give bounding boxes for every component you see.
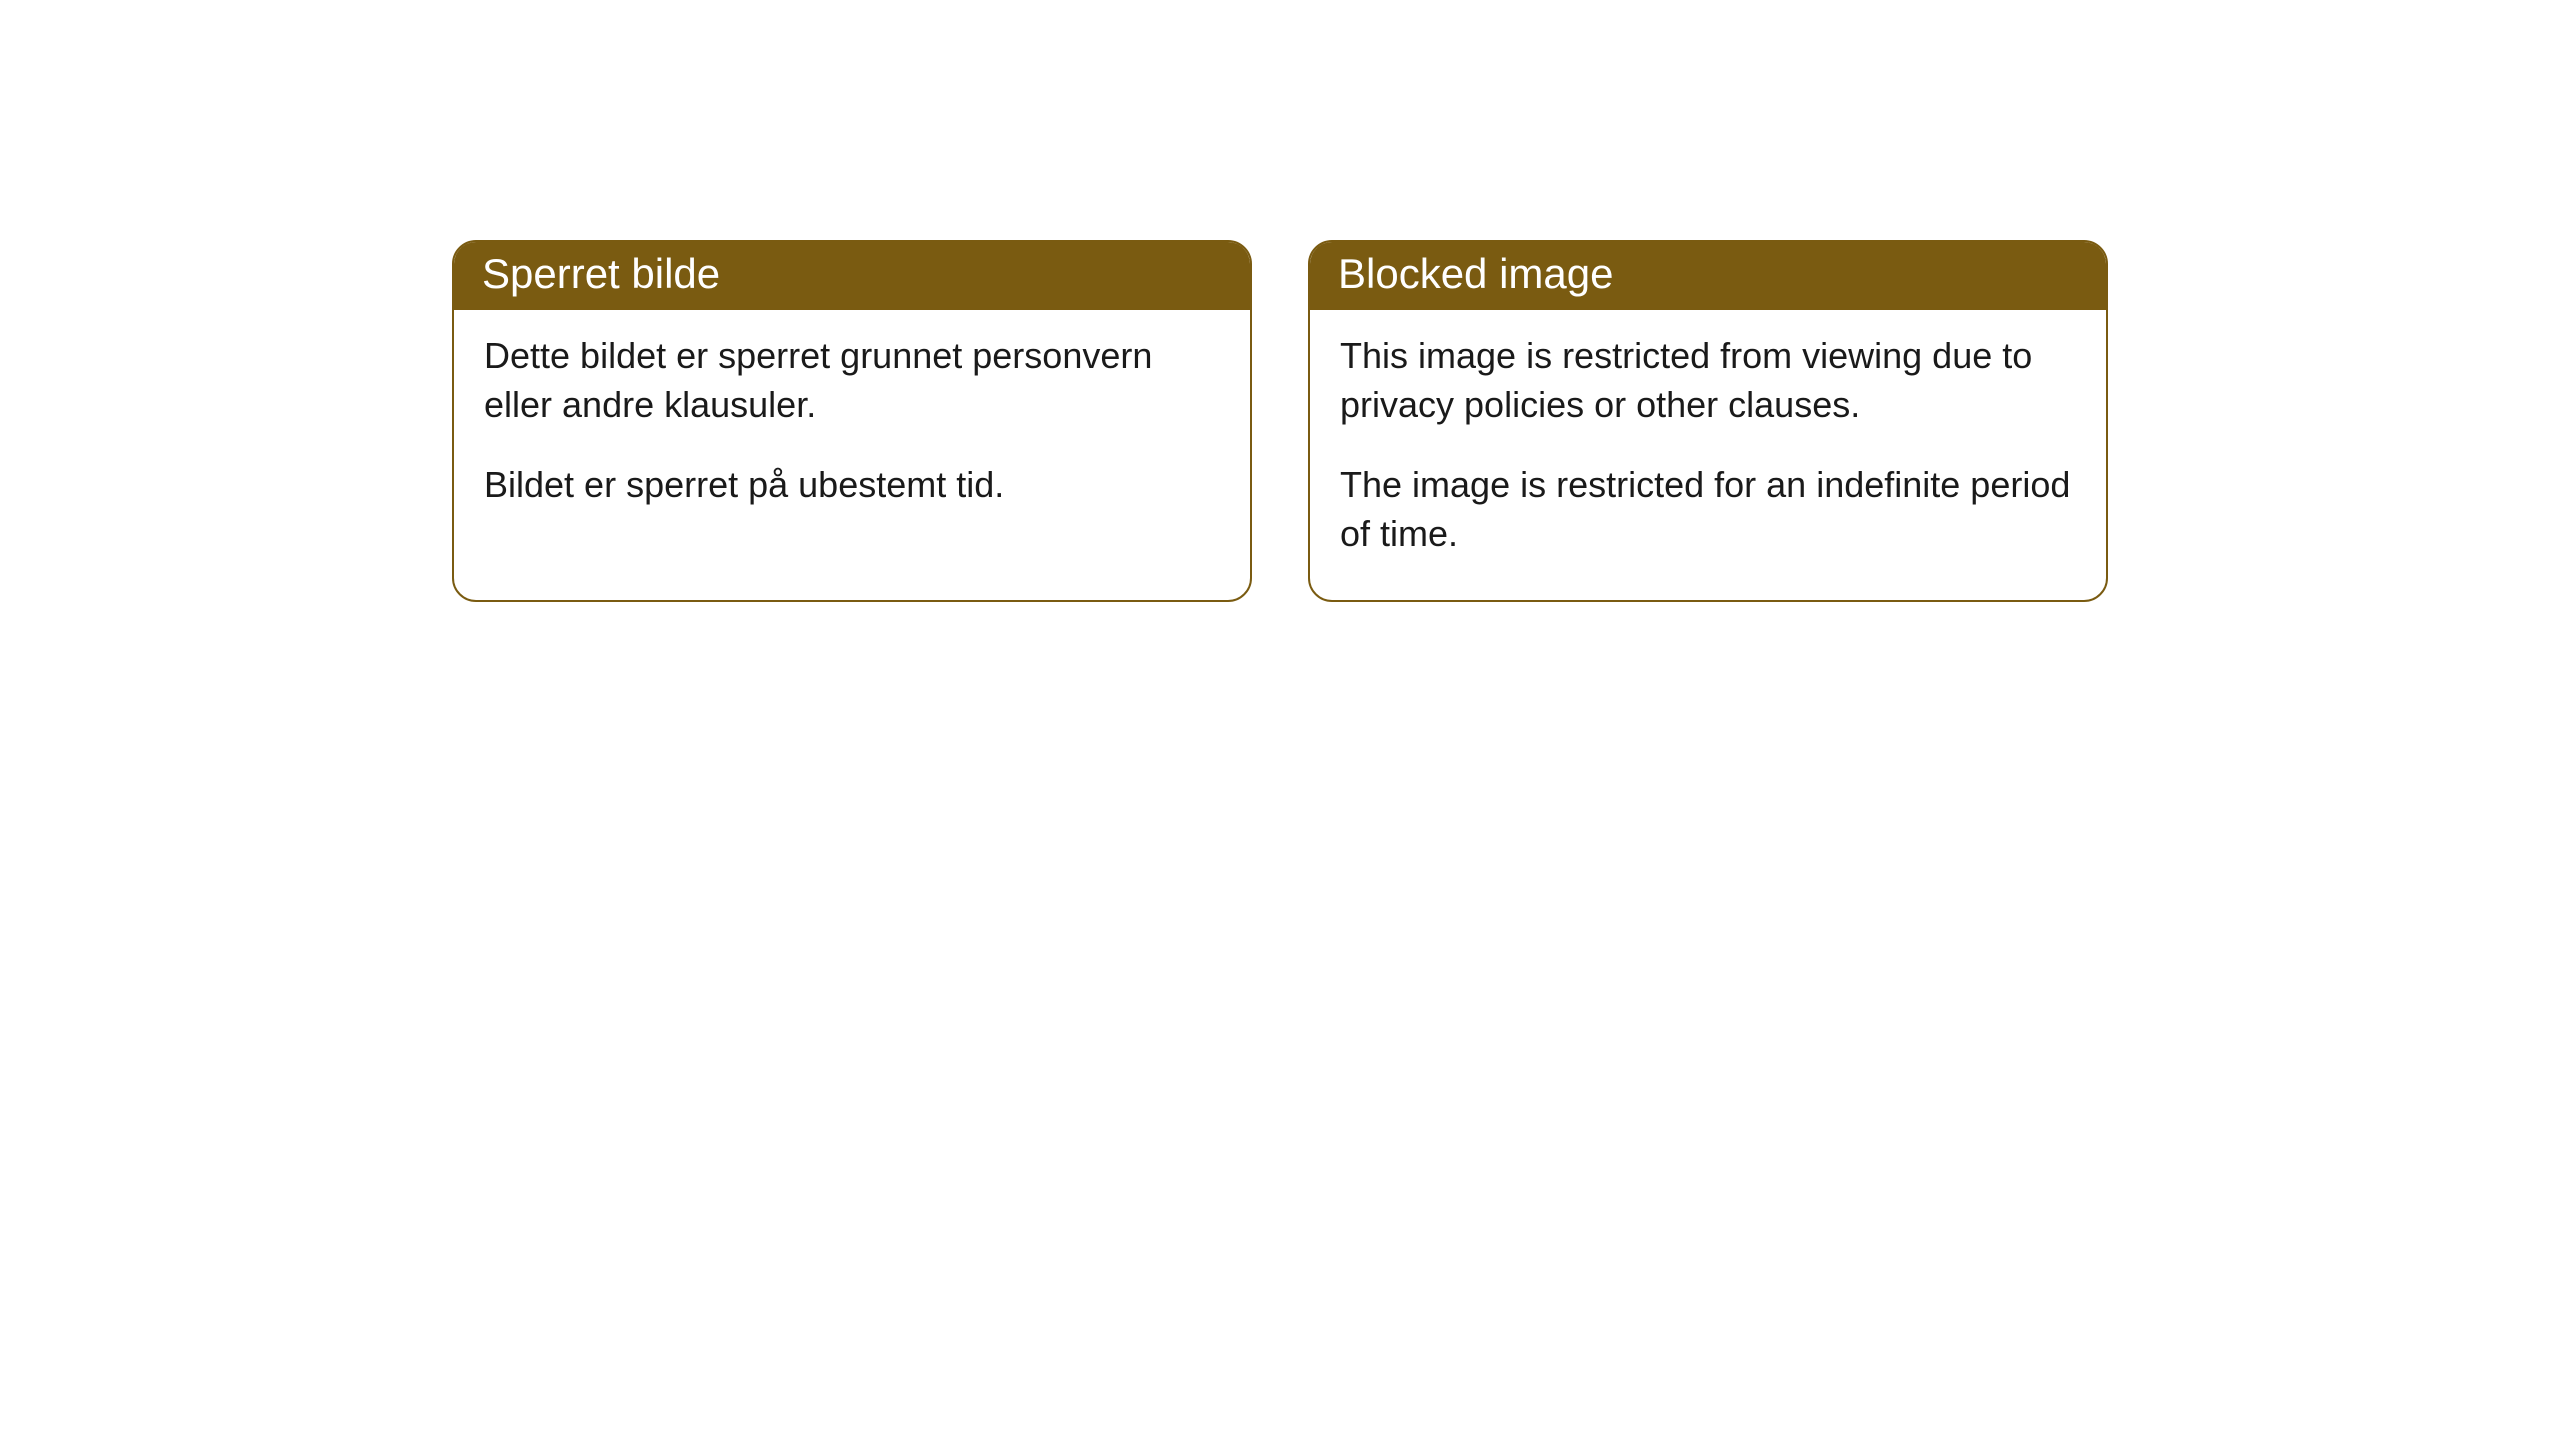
- card-paragraph: This image is restricted from viewing du…: [1340, 332, 2076, 429]
- notice-cards-container: Sperret bilde Dette bildet er sperret gr…: [452, 240, 2108, 602]
- card-paragraph: The image is restricted for an indefinit…: [1340, 461, 2076, 558]
- card-header-norwegian: Sperret bilde: [454, 242, 1250, 310]
- card-paragraph: Bildet er sperret på ubestemt tid.: [484, 461, 1220, 510]
- card-paragraph: Dette bildet er sperret grunnet personve…: [484, 332, 1220, 429]
- card-body-english: This image is restricted from viewing du…: [1310, 310, 2106, 600]
- card-body-norwegian: Dette bildet er sperret grunnet personve…: [454, 310, 1250, 552]
- card-header-english: Blocked image: [1310, 242, 2106, 310]
- notice-card-english: Blocked image This image is restricted f…: [1308, 240, 2108, 602]
- notice-card-norwegian: Sperret bilde Dette bildet er sperret gr…: [452, 240, 1252, 602]
